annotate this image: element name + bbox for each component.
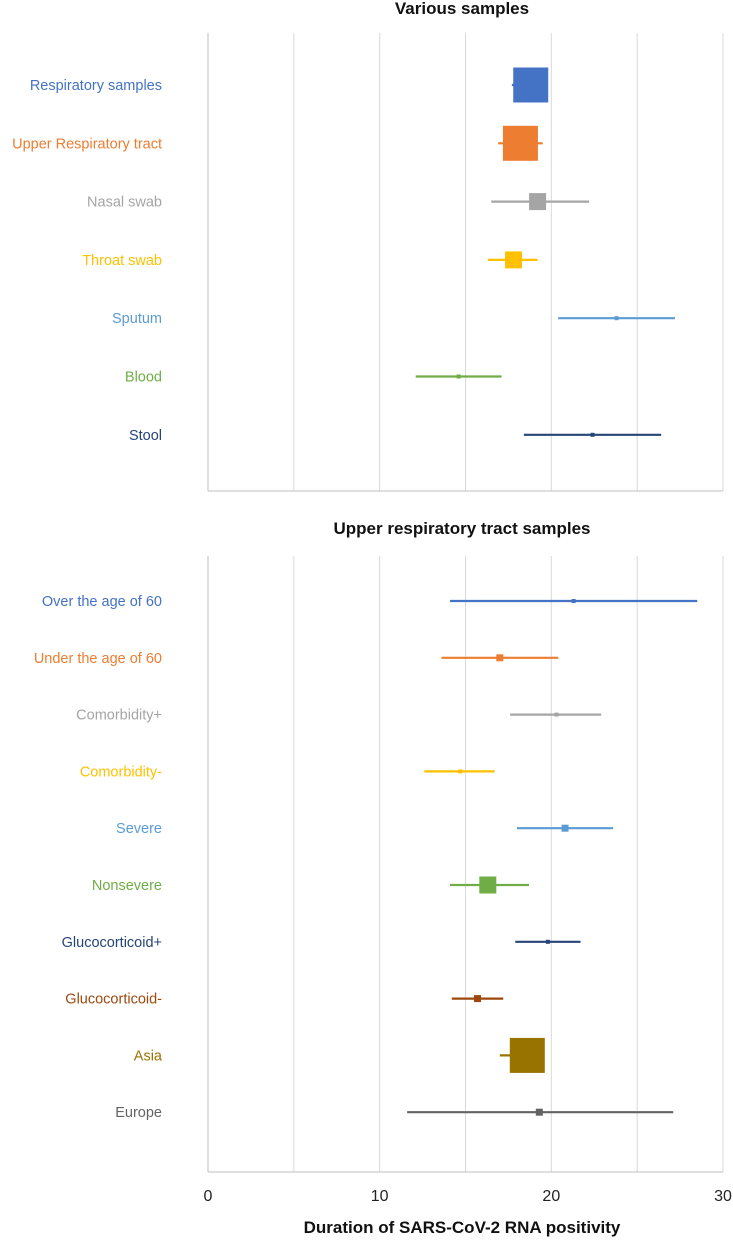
forest-row-under-the-age-of-60: Under the age of 60 <box>34 651 559 667</box>
row-label: Comorbidity- <box>80 764 162 780</box>
panel-title: Various samples <box>395 0 529 18</box>
point-estimate-marker <box>590 432 595 437</box>
row-label: Glucocorticoid+ <box>62 935 162 951</box>
row-label: Blood <box>125 370 162 386</box>
forest-row-respiratory-samples: Respiratory samples <box>30 67 549 103</box>
x-tick-label-0: 0 <box>204 1188 213 1205</box>
forest-row-asia: Asia <box>134 1037 545 1073</box>
row-label: Upper Respiratory tract <box>12 136 162 152</box>
point-estimate-marker <box>456 374 461 379</box>
point-estimate-marker <box>614 316 619 321</box>
forest-row-blood: Blood <box>125 370 502 386</box>
forest-row-glucocorticoid: Glucocorticoid- <box>65 992 504 1008</box>
point-estimate-marker <box>561 824 569 832</box>
point-estimate-marker <box>554 712 559 717</box>
row-label: Under the age of 60 <box>34 651 162 667</box>
row-label: Asia <box>134 1048 163 1064</box>
panel-upper-respiratory-tract-samples: Upper respiratory tract samples Duration… <box>34 519 732 1237</box>
forest-row-over-the-age-of-60: Over the age of 60 <box>42 594 698 610</box>
point-estimate-marker <box>502 125 538 161</box>
point-estimate-marker <box>496 654 504 662</box>
point-estimate-marker <box>513 67 549 103</box>
row-label: Over the age of 60 <box>42 594 162 610</box>
x-tick-label-20: 20 <box>542 1188 560 1205</box>
row-label: Stool <box>129 428 162 444</box>
row-label: Glucocorticoid- <box>65 992 162 1008</box>
forest-row-comorbidity: Comorbidity+ <box>76 708 602 724</box>
panel-various-samples: Various samples Respiratory samples Upper… <box>12 0 724 492</box>
point-estimate-marker <box>474 995 482 1003</box>
point-estimate-marker <box>509 1037 545 1073</box>
row-label: Severe <box>116 821 162 837</box>
forest-row-severe: Severe <box>116 821 614 837</box>
point-estimate-marker <box>571 599 576 603</box>
point-estimate-marker <box>545 939 550 944</box>
forest-row-throat-swab: Throat swab <box>82 251 538 269</box>
point-estimate-marker <box>458 769 463 774</box>
point-estimate-marker <box>529 193 547 211</box>
point-estimate-marker <box>479 876 497 894</box>
forest-row-nasal-swab: Nasal swab <box>87 193 590 211</box>
row-label: Comorbidity+ <box>76 708 162 724</box>
x-tick-label-30: 30 <box>714 1188 732 1205</box>
forest-row-upper-respiratory-tract: Upper Respiratory tract <box>12 125 543 161</box>
row-label: Europe <box>115 1105 162 1121</box>
x-axis-title: Duration of SARS-CoV-2 RNA positivity <box>304 1218 621 1237</box>
row-label: Sputum <box>112 311 162 327</box>
row-label: Nonsevere <box>92 878 162 894</box>
forest-row-comorbidity: Comorbidity- <box>80 764 495 780</box>
forest-row-stool: Stool <box>129 428 662 444</box>
point-estimate-marker <box>535 1108 543 1116</box>
x-tick-label-10: 10 <box>371 1188 389 1205</box>
forest-row-europe: Europe <box>115 1105 674 1121</box>
row-label: Nasal swab <box>87 195 162 211</box>
forest-row-glucocorticoid: Glucocorticoid+ <box>62 935 581 951</box>
panel-title: Upper respiratory tract samples <box>334 519 591 538</box>
row-label: Throat swab <box>82 253 162 269</box>
row-label: Respiratory samples <box>30 78 162 94</box>
point-estimate-marker <box>505 251 523 269</box>
forest-row-nonsevere: Nonsevere <box>92 876 530 894</box>
forest-row-sputum: Sputum <box>112 311 675 327</box>
